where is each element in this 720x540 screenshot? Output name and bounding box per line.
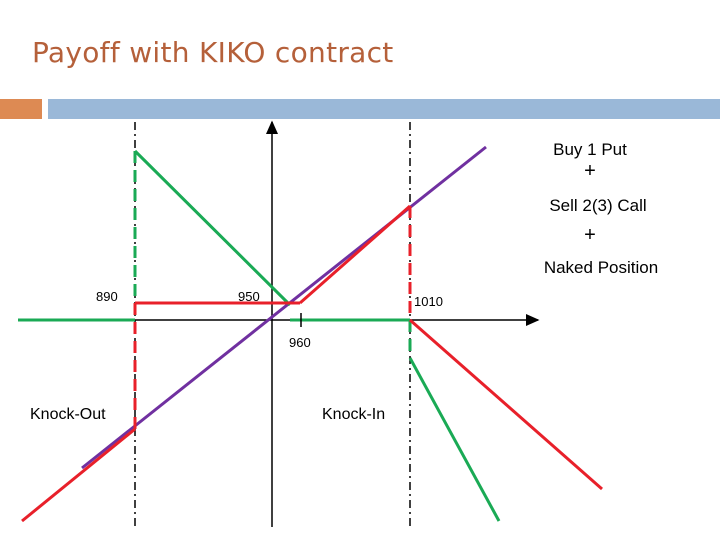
legend-plus-2: +: [584, 224, 596, 246]
label-960: 960: [289, 335, 311, 350]
label-950: 950: [238, 289, 260, 304]
slide-title: Payoff with KIKO contract: [32, 36, 394, 69]
red-lower-left: [21, 427, 136, 523]
green-short-call-slope: [408, 357, 501, 522]
green-put-slope: [133, 149, 292, 307]
naked-position-line: [81, 145, 487, 470]
legend-sell-call: Sell 2(3) Call: [549, 196, 647, 215]
label-1010: 1010: [414, 294, 443, 309]
legend-buy-put: Buy 1 Put: [553, 140, 627, 159]
red-falling-slope: [409, 318, 603, 491]
title-accent-bar: [0, 99, 42, 119]
title-underline-bar: [48, 99, 720, 119]
label-knock-out: Knock-Out: [30, 406, 106, 423]
legend-naked-position: Naked Position: [543, 258, 659, 277]
label-890: 890: [96, 289, 118, 304]
red-rising-slope: [299, 204, 411, 305]
legend-plus-1: +: [584, 160, 596, 182]
label-knock-in: Knock-In: [322, 406, 385, 423]
